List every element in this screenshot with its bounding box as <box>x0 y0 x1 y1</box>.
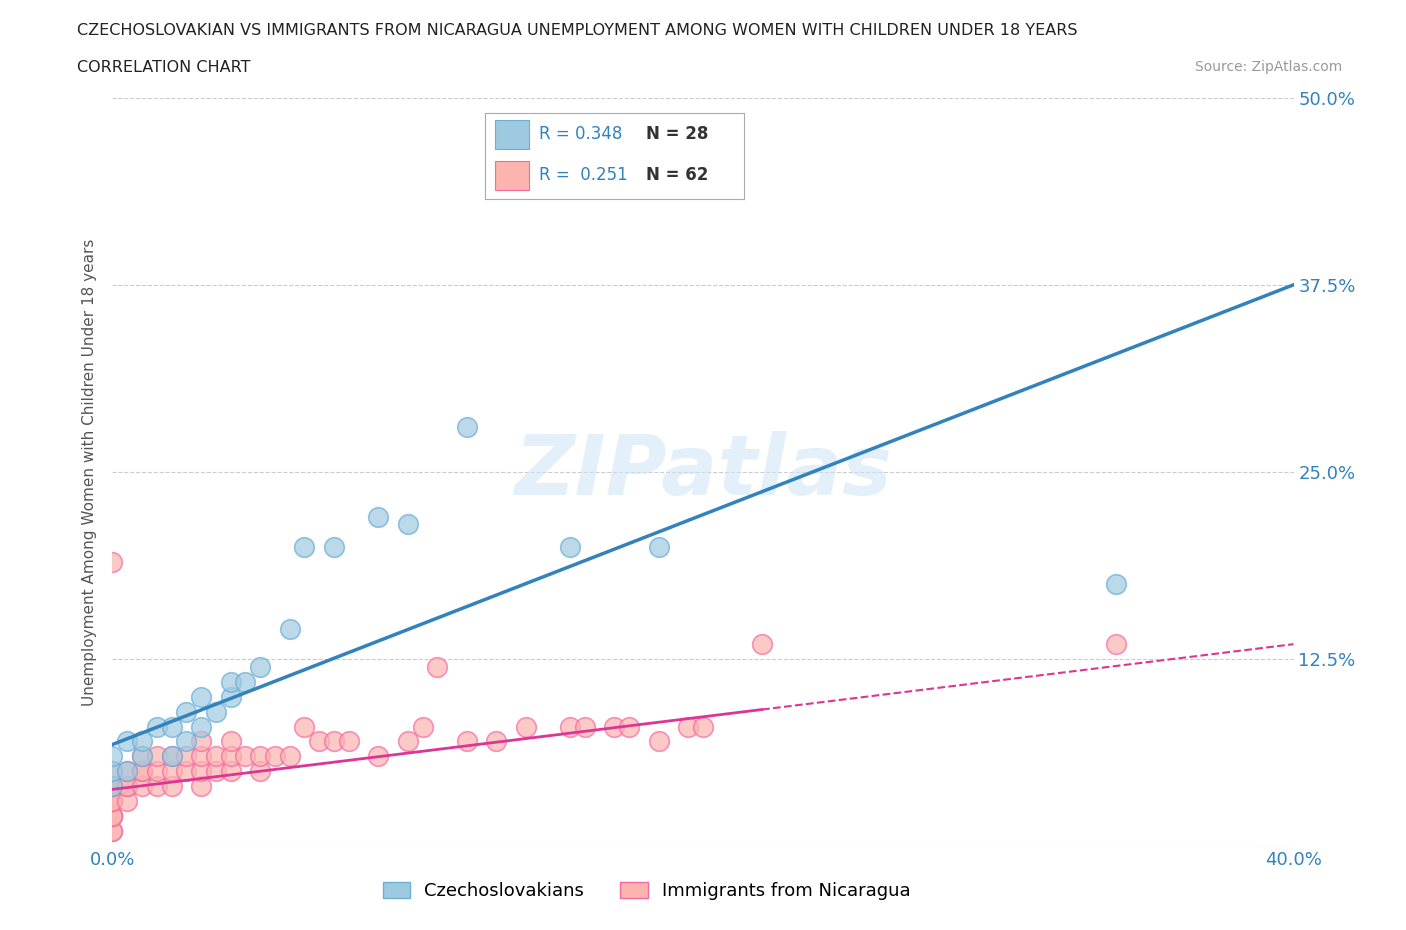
Point <box>117 794 138 809</box>
Text: CORRELATION CHART: CORRELATION CHART <box>77 60 250 75</box>
Point <box>190 719 212 734</box>
Point <box>323 734 346 749</box>
Point <box>249 764 271 779</box>
Point <box>131 764 153 779</box>
Point <box>101 749 124 764</box>
Point <box>146 764 169 779</box>
Point <box>117 779 138 794</box>
Point <box>101 824 124 839</box>
Point <box>308 734 330 749</box>
Point <box>558 719 582 734</box>
Point <box>174 704 197 719</box>
Point <box>101 809 124 824</box>
Point <box>278 749 301 764</box>
Point <box>292 539 315 554</box>
Point <box>692 719 714 734</box>
Point <box>131 749 153 764</box>
Y-axis label: Unemployment Among Women with Children Under 18 years: Unemployment Among Women with Children U… <box>82 238 97 706</box>
Point <box>101 779 124 794</box>
Point <box>146 749 169 764</box>
Point <box>619 719 641 734</box>
Point <box>485 734 508 749</box>
Legend: Czechoslovakians, Immigrants from Nicaragua: Czechoslovakians, Immigrants from Nicara… <box>375 874 918 907</box>
Point <box>219 689 242 704</box>
Point <box>146 779 169 794</box>
Text: Source: ZipAtlas.com: Source: ZipAtlas.com <box>1195 60 1343 74</box>
Point <box>292 719 315 734</box>
Point <box>101 794 124 809</box>
Point <box>219 734 242 749</box>
Point <box>249 659 271 674</box>
Point <box>1105 637 1128 652</box>
Point <box>647 539 671 554</box>
Point <box>264 749 287 764</box>
Point <box>751 637 773 652</box>
Point <box>323 539 346 554</box>
Point <box>190 749 212 764</box>
Point <box>396 517 419 532</box>
Point <box>117 734 138 749</box>
Point <box>146 719 169 734</box>
Point <box>426 659 449 674</box>
Point <box>205 704 228 719</box>
Point <box>219 749 242 764</box>
Point <box>101 779 124 794</box>
Point <box>1105 577 1128 591</box>
Point <box>131 749 153 764</box>
Point <box>160 749 183 764</box>
Text: ZIPatlas: ZIPatlas <box>515 432 891 512</box>
Point <box>131 734 153 749</box>
Point <box>574 719 596 734</box>
Point <box>411 719 433 734</box>
Point <box>101 794 124 809</box>
Point <box>278 622 301 637</box>
Point <box>249 749 271 764</box>
Point <box>367 749 389 764</box>
Point <box>558 539 582 554</box>
Point <box>515 719 537 734</box>
Point <box>190 689 212 704</box>
Point <box>233 749 256 764</box>
Point <box>160 749 183 764</box>
Point <box>456 734 478 749</box>
Point <box>160 764 183 779</box>
Point <box>117 764 138 779</box>
Point <box>190 734 212 749</box>
Point <box>367 510 389 525</box>
Point <box>160 719 183 734</box>
Point <box>117 764 138 779</box>
Point <box>219 764 242 779</box>
Point <box>190 779 212 794</box>
Point <box>456 419 478 434</box>
Point <box>190 764 212 779</box>
Point <box>205 764 228 779</box>
Point <box>101 794 124 809</box>
Point <box>647 734 671 749</box>
Point <box>174 734 197 749</box>
Point <box>678 719 700 734</box>
Point <box>603 719 626 734</box>
Point <box>101 809 124 824</box>
Point <box>131 779 153 794</box>
Point <box>101 554 124 569</box>
Point <box>101 824 124 839</box>
Point <box>101 764 124 779</box>
Text: CZECHOSLOVAKIAN VS IMMIGRANTS FROM NICARAGUA UNEMPLOYMENT AMONG WOMEN WITH CHILD: CZECHOSLOVAKIAN VS IMMIGRANTS FROM NICAR… <box>77 23 1078 38</box>
Point <box>233 674 256 689</box>
Point <box>205 749 228 764</box>
Point <box>131 764 153 779</box>
Point <box>117 779 138 794</box>
Point <box>174 749 197 764</box>
Point <box>219 674 242 689</box>
Point <box>101 809 124 824</box>
Point <box>160 779 183 794</box>
Point <box>396 734 419 749</box>
Point <box>337 734 360 749</box>
Point <box>174 764 197 779</box>
Point <box>101 764 124 779</box>
Point <box>101 779 124 794</box>
